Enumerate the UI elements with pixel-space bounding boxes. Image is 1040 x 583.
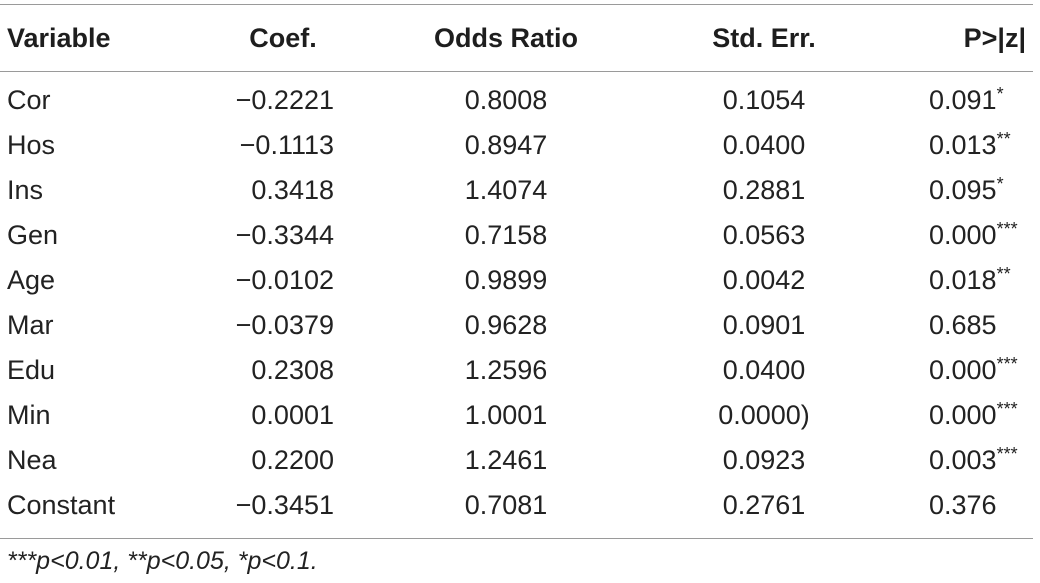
cell-p-value: 0.000*** [929, 348, 1018, 393]
cell-coef: −0.2221 [235, 85, 334, 115]
cell-variable: Edu [7, 355, 56, 385]
significance-stars: ** [996, 129, 1011, 149]
significance-stars: *** [996, 219, 1018, 239]
p-value-text: 0.018 [929, 265, 997, 295]
cell-std-err: 0.2881 [722, 175, 806, 205]
table-row: Age −0.0102 0.9899 0.0042 0.018** [0, 258, 1040, 303]
cell-coef: −0.1113 [239, 130, 334, 160]
cell-std-err: 0.0000) [718, 400, 810, 430]
table-row: Min 0.0001 1.0001 0.0000) 0.000*** [0, 393, 1040, 438]
cell-odds-ratio: 1.4074 [464, 175, 548, 205]
cell-p-value: 0.091* [929, 78, 1004, 123]
cell-coef: −0.3451 [235, 490, 334, 520]
cell-odds-ratio: 0.8008 [464, 85, 548, 115]
cell-coef: 0.2308 [251, 355, 334, 385]
cell-coef: −0.3344 [235, 220, 334, 250]
p-value-text: 0.095 [929, 175, 997, 205]
cell-p-value: 0.013** [929, 123, 1011, 168]
cell-variable: Min [7, 400, 51, 430]
cell-p-value: 0.018** [929, 258, 1011, 303]
table-row: Nea 0.2200 1.2461 0.0923 0.003*** [0, 438, 1040, 483]
table-row: Cor −0.2221 0.8008 0.1054 0.091* [0, 78, 1040, 123]
significance-stars: ** [996, 264, 1011, 284]
cell-std-err: 0.0563 [722, 220, 806, 250]
cell-coef: 0.0001 [251, 400, 334, 430]
cell-odds-ratio: 0.7158 [464, 220, 548, 250]
cell-odds-ratio: 0.8947 [464, 130, 548, 160]
cell-std-err: 0.2761 [722, 490, 806, 520]
p-value-text: 0.000 [929, 355, 997, 385]
p-value-text: 0.000 [929, 400, 997, 430]
cell-coef: 0.2200 [251, 445, 334, 475]
cell-odds-ratio: 1.2461 [464, 445, 548, 475]
cell-std-err: 0.0923 [722, 445, 806, 475]
table-row: Hos −0.1113 0.8947 0.0400 0.013** [0, 123, 1040, 168]
header-coef: Coef. [249, 23, 317, 53]
p-value-text: 0.013 [929, 130, 997, 160]
cell-variable: Nea [7, 445, 57, 475]
header-odds-ratio: Odds Ratio [433, 23, 579, 53]
cell-p-value: 0.000*** [929, 393, 1018, 438]
cell-variable: Constant [7, 490, 116, 520]
p-value-text: 0.000 [929, 220, 997, 250]
cell-std-err: 0.0901 [722, 310, 806, 340]
cell-variable: Age [7, 265, 56, 295]
cell-p-value: 0.376 [929, 483, 997, 528]
cell-p-value: 0.095* [929, 168, 1004, 213]
table-bottom-rule [0, 538, 1033, 539]
table-row: Constant −0.3451 0.7081 0.2761 0.376 [0, 483, 1040, 528]
cell-odds-ratio: 0.9899 [464, 265, 548, 295]
cell-coef: −0.0102 [235, 265, 334, 295]
table-header-row: Variable Coef. Odds Ratio Std. Err. P>|z… [0, 16, 1040, 61]
cell-odds-ratio: 1.0001 [464, 400, 548, 430]
significance-stars: * [996, 174, 1004, 194]
header-std-err: Std. Err. [712, 23, 816, 53]
table-row: Gen −0.3344 0.7158 0.0563 0.000*** [0, 213, 1040, 258]
cell-coef: −0.0379 [235, 310, 334, 340]
header-variable: Variable [7, 23, 111, 53]
cell-odds-ratio: 0.7081 [464, 490, 548, 520]
significance-stars: * [996, 84, 1004, 104]
cell-variable: Gen [7, 220, 59, 250]
table-header-rule [0, 71, 1033, 72]
cell-std-err: 0.1054 [722, 85, 806, 115]
p-value-text: 0.376 [929, 490, 997, 520]
cell-coef: 0.3418 [251, 175, 334, 205]
table-top-rule [0, 4, 1033, 5]
significance-note: ***p<0.01, **p<0.05, *p<0.1. [7, 547, 318, 575]
cell-p-value: 0.000*** [929, 213, 1018, 258]
table-row: Ins 0.3418 1.4074 0.2881 0.095* [0, 168, 1040, 213]
significance-stars: *** [996, 354, 1018, 374]
table-row: Mar −0.0379 0.9628 0.0901 0.685 [0, 303, 1040, 348]
cell-variable: Cor [7, 85, 51, 115]
significance-stars: *** [996, 399, 1018, 419]
cell-std-err: 0.0042 [722, 265, 806, 295]
cell-p-value: 0.685 [929, 303, 997, 348]
p-value-text: 0.091 [929, 85, 997, 115]
significance-stars: *** [996, 444, 1018, 464]
header-p-value: P>|z| [963, 23, 1026, 53]
cell-p-value: 0.003*** [929, 438, 1018, 483]
table-row: Edu 0.2308 1.2596 0.0400 0.000*** [0, 348, 1040, 393]
cell-std-err: 0.0400 [722, 130, 806, 160]
p-value-text: 0.685 [929, 310, 997, 340]
cell-variable: Mar [7, 310, 54, 340]
cell-odds-ratio: 1.2596 [464, 355, 548, 385]
cell-variable: Ins [7, 175, 44, 205]
cell-variable: Hos [7, 130, 56, 160]
cell-std-err: 0.0400 [722, 355, 806, 385]
cell-odds-ratio: 0.9628 [464, 310, 548, 340]
p-value-text: 0.003 [929, 445, 997, 475]
